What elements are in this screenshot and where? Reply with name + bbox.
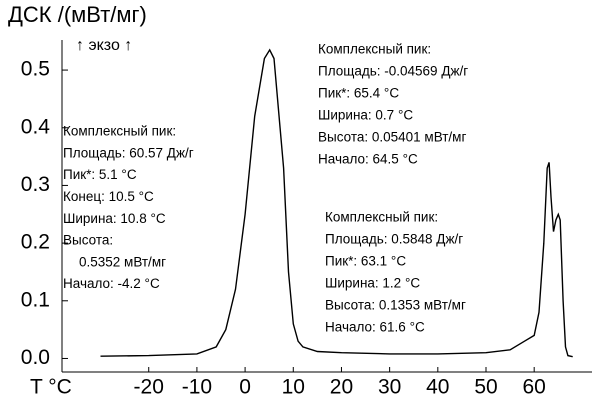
x-tick-label: 50: [474, 376, 497, 399]
y-tick-label: 0.2: [21, 231, 50, 254]
x-tick-label: -20: [134, 376, 164, 399]
y-tick-label: 0.5: [21, 58, 50, 81]
x-axis-label: T °C: [30, 376, 72, 399]
annotation-line: Площадь: 0.5848 Дж/г: [325, 232, 463, 247]
x-tick-label: -10: [182, 376, 212, 399]
x-tick-label: 0: [239, 376, 251, 399]
annotation-line: Ширина: 10.8 °C: [63, 211, 166, 226]
annotation-line: Начало: 61.6 °C: [325, 320, 425, 335]
annotation-line: Пик*: 63.1 °C: [325, 254, 406, 269]
chart-title: ДСК /(мВт/мг): [8, 2, 147, 27]
annotation-line: Начало: 64.5 °C: [318, 152, 418, 167]
y-tick-label: 0.1: [21, 288, 50, 311]
annotation-line: Пик*: 65.4 °C: [318, 86, 399, 101]
y-tick-label: 0.0: [21, 346, 50, 369]
annotation-line: Пик*: 5.1 °C: [63, 167, 137, 182]
x-tick-label: 60: [523, 376, 546, 399]
x-tick-label: 10: [282, 376, 305, 399]
x-tick-label: 20: [330, 376, 353, 399]
annotation-line: Высота:: [63, 233, 113, 248]
y-tick-label: 0.3: [21, 173, 50, 196]
annotation-line: Конец: 10.5 °C: [63, 189, 154, 204]
annotation-line: Площадь: -0.04569 Дж/г: [318, 64, 468, 79]
annotation-line: Площадь: 60.57 Дж/г: [63, 145, 194, 160]
annotation-line: Начало: -4.2 °C: [63, 276, 160, 291]
annotation-line: Комплексный пик:: [325, 210, 438, 225]
annotation-line: Высота: 0.1353 мВт/мг: [325, 298, 466, 313]
annotation-line: Комплексный пик:: [63, 124, 176, 139]
x-tick-label: 40: [426, 376, 449, 399]
chart-subtitle: ↑ экзо ↑: [76, 37, 132, 54]
annotation-line: Комплексный пик:: [318, 42, 431, 57]
annotation-line: Ширина: 0.7 °C: [318, 108, 413, 123]
annotation-line: 0.5352 мВт/мг: [79, 254, 166, 269]
x-tick-label: 30: [378, 376, 401, 399]
annotation-line: Ширина: 1.2 °C: [325, 276, 420, 291]
annotation-line: Высота: 0.05401 мВт/мг: [318, 130, 466, 145]
y-tick-label: 0.4: [21, 115, 51, 138]
dsc-curve: [100, 48, 573, 358]
